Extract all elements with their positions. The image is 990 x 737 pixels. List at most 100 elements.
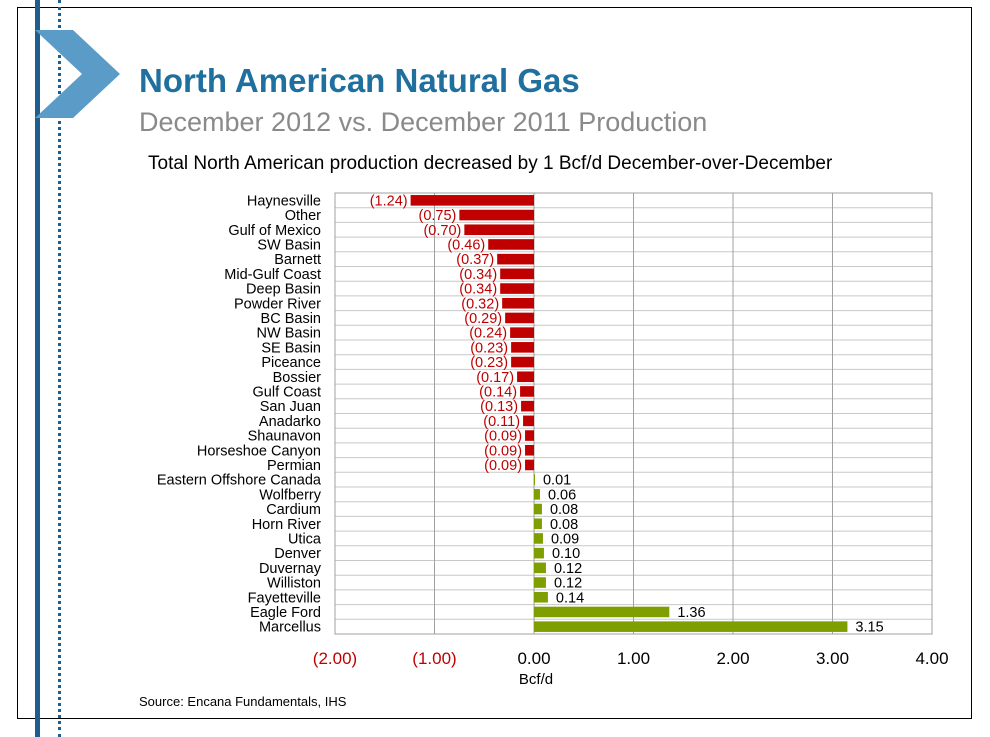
- category-label: Other: [285, 208, 321, 224]
- category-label: Barnett: [274, 252, 321, 268]
- category-label: San Juan: [260, 399, 321, 415]
- category-label: Denver: [274, 546, 321, 562]
- value-label: (0.24): [469, 326, 507, 342]
- bar: [534, 547, 544, 559]
- value-label: (0.11): [483, 414, 520, 430]
- category-label: Eastern Offshore Canada: [157, 473, 322, 489]
- value-label: (0.09): [484, 458, 522, 474]
- value-label: (0.37): [456, 252, 494, 268]
- value-label: 0.12: [554, 576, 582, 592]
- bar: [510, 327, 534, 338]
- category-label: Bossier: [273, 370, 322, 386]
- category-label: Powder River: [234, 296, 321, 312]
- category-label: Duvernay: [259, 561, 322, 577]
- value-label: (0.70): [423, 223, 461, 239]
- bar: [525, 430, 534, 441]
- x-axis-label: Bcf/d: [519, 671, 553, 688]
- category-label: Cardium: [266, 502, 321, 518]
- value-label: (0.32): [461, 296, 499, 312]
- slide-subtitle: December 2012 vs. December 2011 Producti…: [139, 107, 708, 137]
- category-label: Anadarko: [259, 414, 321, 430]
- category-label: NW Basin: [257, 326, 321, 342]
- value-label: 0.14: [556, 590, 584, 606]
- x-tick-label: 3.00: [816, 649, 849, 668]
- value-label: (0.14): [479, 384, 517, 400]
- slide-frame: [17, 7, 972, 719]
- category-label: Shaunavon: [248, 429, 321, 445]
- category-label: Wolfberry: [259, 487, 322, 503]
- bar: [521, 400, 534, 412]
- slide-dotted-line: [58, 0, 61, 737]
- bar: [511, 356, 534, 368]
- value-label: 0.09: [551, 531, 579, 547]
- value-label: (1.24): [370, 193, 408, 209]
- bar: [534, 489, 540, 500]
- value-label: (0.17): [476, 370, 514, 386]
- value-label: (0.29): [464, 311, 502, 327]
- x-tick-label: 4.00: [915, 649, 948, 668]
- category-label: Haynesville: [247, 193, 321, 209]
- category-label: BC Basin: [261, 311, 321, 327]
- bar: [410, 195, 534, 206]
- bar: [497, 253, 534, 265]
- bar: [534, 518, 542, 530]
- value-label: (0.09): [484, 443, 522, 459]
- bar: [534, 503, 542, 515]
- x-tick-label: (1.00): [412, 649, 456, 668]
- source-note: Source: Encana Fundamentals, IHS: [139, 694, 347, 709]
- bar: [534, 621, 848, 632]
- slide-title: North American Natural Gas: [139, 62, 580, 99]
- value-label: 0.08: [550, 517, 578, 533]
- value-label: 0.06: [548, 487, 576, 503]
- bar: [523, 415, 534, 427]
- bar: [525, 459, 534, 471]
- category-label: Marcellus: [259, 620, 321, 636]
- value-label: 0.10: [552, 546, 580, 562]
- value-label: (0.75): [418, 208, 456, 224]
- category-label: Permian: [267, 458, 321, 474]
- category-label: Williston: [267, 576, 321, 592]
- value-label: (0.23): [470, 355, 508, 371]
- bar: [517, 371, 534, 383]
- x-tick-label: 1.00: [617, 649, 650, 668]
- value-label: (0.09): [484, 429, 522, 445]
- bar: [505, 312, 534, 324]
- bar: [464, 224, 534, 236]
- bar: [534, 591, 548, 603]
- category-label: SW Basin: [257, 237, 321, 253]
- category-label: Piceance: [261, 355, 321, 371]
- bar: [459, 209, 534, 221]
- value-label: (0.13): [480, 399, 518, 415]
- bar: [511, 342, 534, 353]
- category-label: Utica: [288, 531, 322, 547]
- bar: [525, 444, 534, 456]
- category-label: Horseshoe Canyon: [197, 443, 321, 459]
- bar: [534, 533, 543, 544]
- bar: [534, 577, 546, 588]
- x-tick-label: (2.00): [313, 649, 357, 668]
- bar: [502, 297, 534, 309]
- x-tick-label: 0.00: [517, 649, 550, 668]
- bar: [534, 606, 670, 618]
- category-label: Eagle Ford: [250, 605, 321, 621]
- category-label: Deep Basin: [246, 282, 321, 298]
- value-label: (0.34): [459, 282, 497, 298]
- slide-rail: [35, 0, 40, 737]
- bar: [534, 474, 535, 485]
- category-label: SE Basin: [261, 340, 321, 356]
- category-label: Horn River: [252, 517, 321, 533]
- value-label: (0.23): [470, 340, 508, 356]
- value-label: 3.15: [855, 620, 883, 636]
- category-label: Gulf of Mexico: [228, 223, 321, 239]
- value-label: 0.12: [554, 561, 582, 577]
- value-label: (0.34): [459, 267, 497, 283]
- x-tick-label: 2.00: [716, 649, 749, 668]
- bar: [520, 386, 534, 397]
- bar: [488, 239, 534, 250]
- category-label: Gulf Coast: [253, 384, 322, 400]
- chevron-icon: [35, 30, 120, 118]
- value-label: 0.08: [550, 502, 578, 518]
- category-label: Fayetteville: [248, 590, 321, 606]
- bar: [500, 283, 534, 294]
